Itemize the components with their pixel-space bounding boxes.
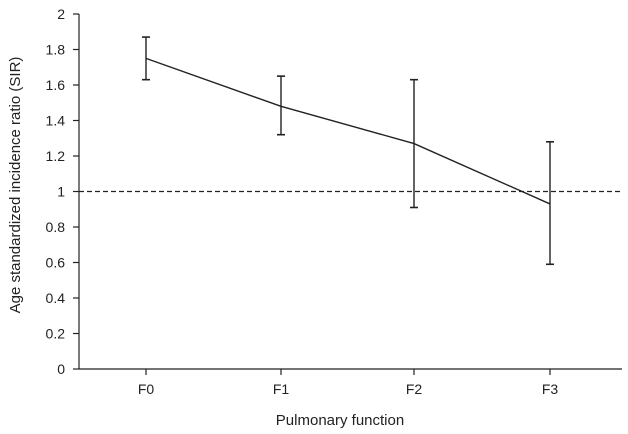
x-axis-title: Pulmonary function [276,412,404,429]
y-axis-ticks: 0 0.2 0.4 0.6 0.8 1 1.2 1.4 1.6 1.8 2 [46,6,79,377]
y-tick-label: 0.2 [46,326,66,342]
x-tick-label: F0 [138,381,155,397]
y-tick-label: 1.2 [46,148,66,164]
y-tick-label: 1.4 [46,113,66,129]
x-tick-label: F1 [273,381,290,397]
y-tick-label: 1.8 [46,42,66,58]
y-tick-label: 1.6 [46,77,66,93]
y-tick-label: 0.6 [46,255,66,271]
y-tick-label: 1 [57,184,65,200]
x-axis-ticks: F0 F1 F2 F3 [138,369,559,397]
x-tick-label: F2 [406,381,423,397]
x-tick-label: F3 [542,381,559,397]
y-tick-label: 0 [57,361,65,377]
series-group [142,36,554,266]
y-tick-label: 2 [57,6,65,22]
y-tick-label: 0.8 [46,219,66,235]
y-axis-title: Age standardized incidence ratio (SIR) [7,57,24,314]
series-line [145,57,551,205]
y-tick-label: 0.4 [46,290,66,306]
